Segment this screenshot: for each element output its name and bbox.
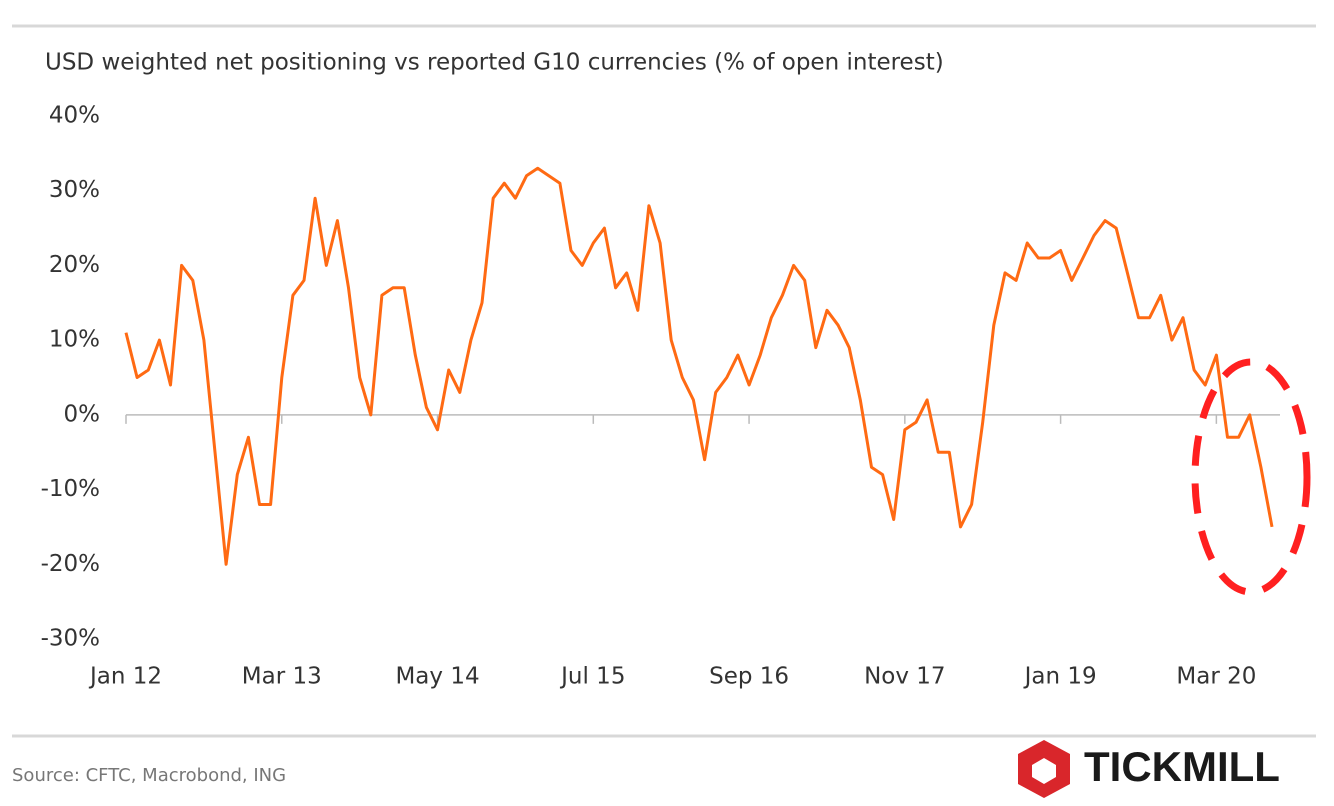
x-tick-label: Jan 12 — [88, 664, 162, 690]
y-tick-label: -10% — [41, 476, 100, 502]
y-tick-label: 10% — [49, 327, 100, 353]
x-tick-label: Jul 15 — [559, 664, 625, 690]
chart-title: USD weighted net positioning vs reported… — [45, 50, 944, 76]
y-tick-label: 30% — [49, 177, 100, 203]
highlight-ellipse — [1191, 358, 1311, 596]
x-tick-label: Sep 16 — [709, 664, 789, 690]
brand-logo: TICKMILL — [1018, 740, 1280, 798]
y-tick-label: 40% — [49, 103, 100, 129]
x-tick-label: May 14 — [395, 664, 479, 690]
source-note: Source: CFTC, Macrobond, ING — [12, 765, 286, 786]
y-tick-label: -20% — [41, 551, 100, 577]
y-tick-label: 0% — [64, 401, 101, 427]
x-tick-label: Jan 19 — [1023, 664, 1097, 690]
plot: -30% -20% -10% 0% 10% 20% 30% 40% Jan 12 Mar 13 Ma… — [41, 103, 1280, 690]
x-tick-label: Mar 20 — [1176, 664, 1256, 690]
x-tick-label: Nov 17 — [864, 664, 945, 690]
y-tick-label: 20% — [49, 252, 100, 278]
brand-name: TICKMILL — [1084, 743, 1280, 790]
y-tick-label: -30% — [41, 626, 100, 652]
data-line — [124, 166, 1274, 566]
x-tick-label: Mar 13 — [242, 664, 322, 690]
brand-icon-inner — [1032, 758, 1056, 784]
